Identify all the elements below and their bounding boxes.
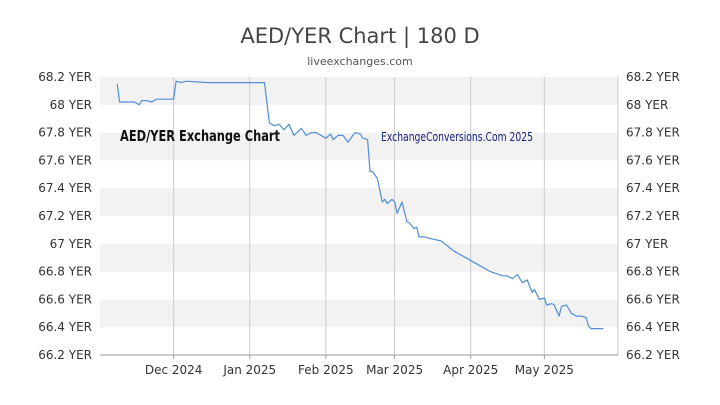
y-tick-label-left: 68 YER [50,98,92,112]
x-tick-label: Jan 2025 [222,363,276,377]
y-band [100,243,618,272]
y-tick-label-left: 67 YER [50,237,92,251]
y-tick-label-left: 66.8 YER [38,265,92,279]
y-tick-label-left: 66.4 YER [38,320,92,334]
y-tick-label-left: 66.2 YER [38,348,92,362]
series-line [116,80,604,330]
x-tick-label: Mar 2025 [366,363,423,377]
y-tick-label-right: 68.2 YER [626,70,680,84]
y-tick-label-right: 67.2 YER [626,209,680,223]
y-tick-label-right: 68 YER [626,98,668,112]
y-tick-label-left: 67.4 YER [38,181,92,195]
y-tick-label-right: 67.8 YER [626,126,680,140]
y-tick-label-right: 66.2 YER [626,348,680,362]
y-tick-label-left: 68.2 YER [38,70,92,84]
y-band [100,132,618,161]
x-tick-label: Dec 2024 [145,363,203,377]
y-tick-label-right: 66.6 YER [626,292,680,306]
x-tick-label: May 2025 [515,363,574,377]
y-tick-label-right: 67 YER [626,237,668,251]
y-tick-label-left: 67.8 YER [38,126,92,140]
y-tick-label-left: 67.6 YER [38,153,92,167]
watermark-right: ExchangeConversions.Com 2025 [381,130,533,144]
y-tick-label-right: 67.6 YER [626,153,680,167]
y-tick-label-left: 66.6 YER [38,292,92,306]
y-tick-label-right: 66.8 YER [626,265,680,279]
chart-subtitle: liveexchanges.com [307,55,413,68]
y-band [100,299,618,328]
x-tick-label: Apr 2025 [443,363,498,377]
chart-title: AED/YER Chart | 180 D [240,24,480,48]
watermark-left: AED/YER Exchange Chart [120,127,280,145]
y-tick-label-left: 67.2 YER [38,209,92,223]
y-tick-label-right: 66.4 YER [626,320,680,334]
x-tick-label: Feb 2025 [298,363,354,377]
y-tick-label-right: 67.4 YER [626,181,680,195]
y-band [100,188,618,216]
